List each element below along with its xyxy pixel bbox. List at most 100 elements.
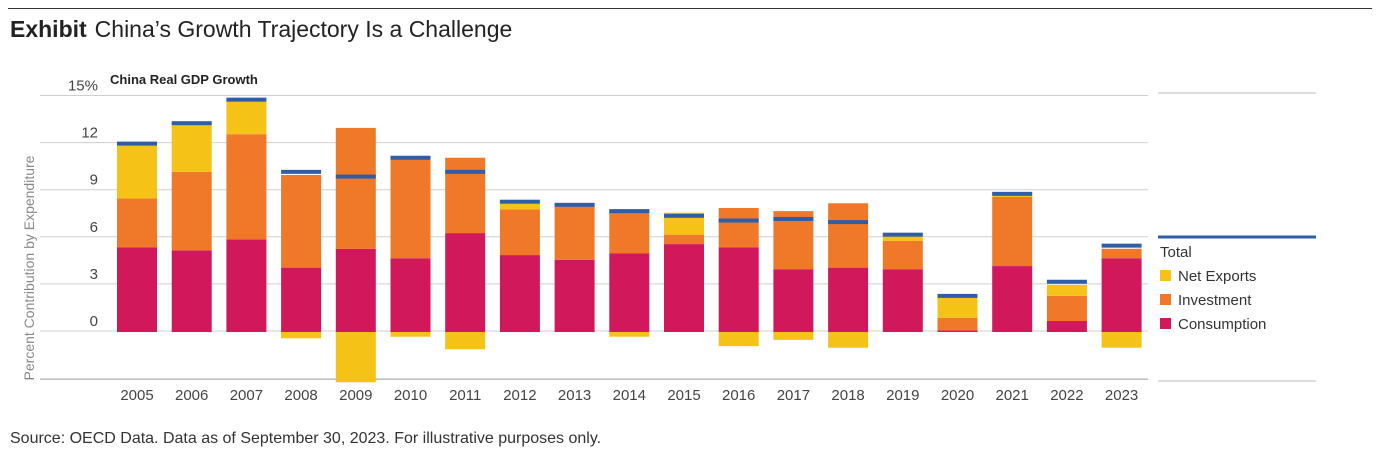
bar-investment-2008 (281, 175, 322, 268)
bar-investment-2013 (554, 204, 595, 260)
legend-swatch-investment (1160, 294, 1171, 305)
bar-consumption-2005 (117, 247, 157, 332)
bar-net-exports-2020 (937, 295, 978, 318)
total-marker-2011 (445, 169, 486, 174)
legend-label-total: Total (1160, 244, 1192, 261)
x-tick-label: 2010 (394, 387, 427, 404)
total-marker-2014 (609, 209, 650, 214)
x-tick-label: 2014 (613, 387, 646, 404)
bar-consumption-2015 (664, 244, 704, 332)
bar-net-exports-2019 (882, 234, 923, 241)
bar-consumption-2007 (226, 239, 267, 332)
total-marker-2016 (718, 218, 759, 223)
bar-investment-2012 (499, 209, 540, 256)
exhibit-heading: Exhibit China’s Growth Trajectory Is a Ch… (10, 15, 512, 43)
bar-consumption-2016 (718, 247, 759, 332)
bar-net-exports-2016 (718, 332, 759, 347)
bar-consumption-2019 (882, 269, 923, 332)
bar-investment-2011 (445, 157, 486, 234)
bar-net-exports-2008 (281, 332, 322, 339)
total-marker-2006 (171, 121, 212, 126)
bar-net-exports-2022 (1046, 284, 1087, 296)
total-marker-2018 (828, 220, 869, 225)
top-rule (8, 8, 1372, 9)
bar-investment-2009 (335, 127, 376, 249)
total-marker-2013 (554, 202, 595, 207)
bar-investment-2021 (992, 196, 1033, 267)
legend-label-consumption: Consumption (1178, 316, 1266, 333)
y-tick-label: 0 (90, 313, 98, 330)
x-tick-label: 2008 (284, 387, 317, 404)
x-tick-label: 2011 (449, 387, 481, 404)
total-marker-2017 (773, 216, 814, 221)
bar-consumption-2010 (390, 258, 431, 332)
bar-investment-2014 (609, 209, 650, 254)
legend-swatch-net-exports (1160, 270, 1171, 281)
exhibit-title: China’s Growth Trajectory Is a Challenge (94, 16, 513, 42)
total-marker-2012 (499, 199, 540, 204)
bar-consumption-2020 (937, 330, 978, 332)
legend-label-investment: Investment (1178, 292, 1252, 309)
bar-investment-2022 (1046, 295, 1087, 322)
total-marker-2022 (1046, 279, 1087, 284)
x-tick-label: 2023 (1105, 387, 1138, 404)
bar-net-exports-2009 (335, 332, 376, 383)
x-tick-label: 2016 (722, 387, 755, 404)
x-tick-label: 2005 (120, 387, 153, 404)
total-marker-2019 (882, 232, 923, 237)
total-marker-2023 (1101, 243, 1142, 248)
x-tick-label: 2020 (941, 387, 974, 404)
legend-label-net-exports: Net Exports (1178, 268, 1256, 285)
bar-net-exports-2017 (773, 332, 814, 340)
x-tick-label: 2013 (558, 387, 591, 404)
total-marker-2020 (937, 293, 978, 298)
bar-investment-2018 (828, 203, 869, 268)
bar-investment-2016 (718, 207, 759, 248)
bar-consumption-2012 (499, 255, 540, 332)
x-tick-label: 2012 (503, 387, 536, 404)
bar-net-exports-2005 (117, 145, 157, 199)
bar-consumption-2017 (773, 269, 814, 332)
bar-investment-2005 (117, 198, 157, 248)
bar-consumption-2006 (171, 250, 212, 332)
x-tick-label: 2015 (667, 387, 700, 404)
y-axis-label: Percent Contribution by Expenditure (21, 155, 37, 380)
bar-consumption-2018 (828, 267, 869, 332)
y-tick-label: 15% (68, 78, 98, 95)
exhibit-label: Exhibit (10, 16, 87, 42)
total-marker-2021 (992, 191, 1033, 196)
bar-net-exports-2018 (828, 332, 869, 348)
bar-net-exports-2023 (1101, 332, 1142, 348)
bar-investment-2006 (171, 171, 212, 251)
bar-net-exports-2012 (499, 203, 540, 210)
total-marker-2007 (226, 97, 267, 102)
bar-consumption-2021 (992, 266, 1033, 332)
x-tick-label: 2007 (230, 387, 263, 404)
bar-net-exports-2015 (664, 212, 704, 235)
bar-consumption-2013 (554, 259, 595, 332)
chart-title: China Real GDP Growth (110, 72, 258, 87)
bar-investment-2023 (1101, 248, 1142, 259)
x-tick-label: 2019 (886, 387, 919, 404)
y-tick-label: 6 (90, 219, 98, 236)
bar-consumption-2023 (1101, 258, 1142, 332)
bar-net-exports-2010 (390, 332, 431, 337)
x-tick-label: 2006 (175, 387, 208, 404)
bar-consumption-2022 (1046, 321, 1087, 332)
bar-investment-2007 (226, 134, 267, 240)
bar-investment-2015 (664, 234, 704, 245)
x-tick-label: 2009 (339, 387, 372, 404)
bar-net-exports-2014 (609, 332, 650, 337)
total-marker-2010 (390, 155, 431, 160)
bar-net-exports-2006 (171, 123, 212, 172)
x-tick-label: 2017 (777, 387, 810, 404)
bar-consumption-2014 (609, 253, 650, 332)
bar-consumption-2011 (445, 233, 486, 332)
x-tick-label: 2021 (996, 387, 1029, 404)
y-tick-label: 9 (90, 172, 98, 189)
bar-investment-2020 (937, 317, 978, 331)
source-note: Source: OECD Data. Data as of September … (10, 430, 602, 447)
total-marker-2008 (281, 169, 322, 174)
y-tick-label: 3 (90, 266, 98, 283)
